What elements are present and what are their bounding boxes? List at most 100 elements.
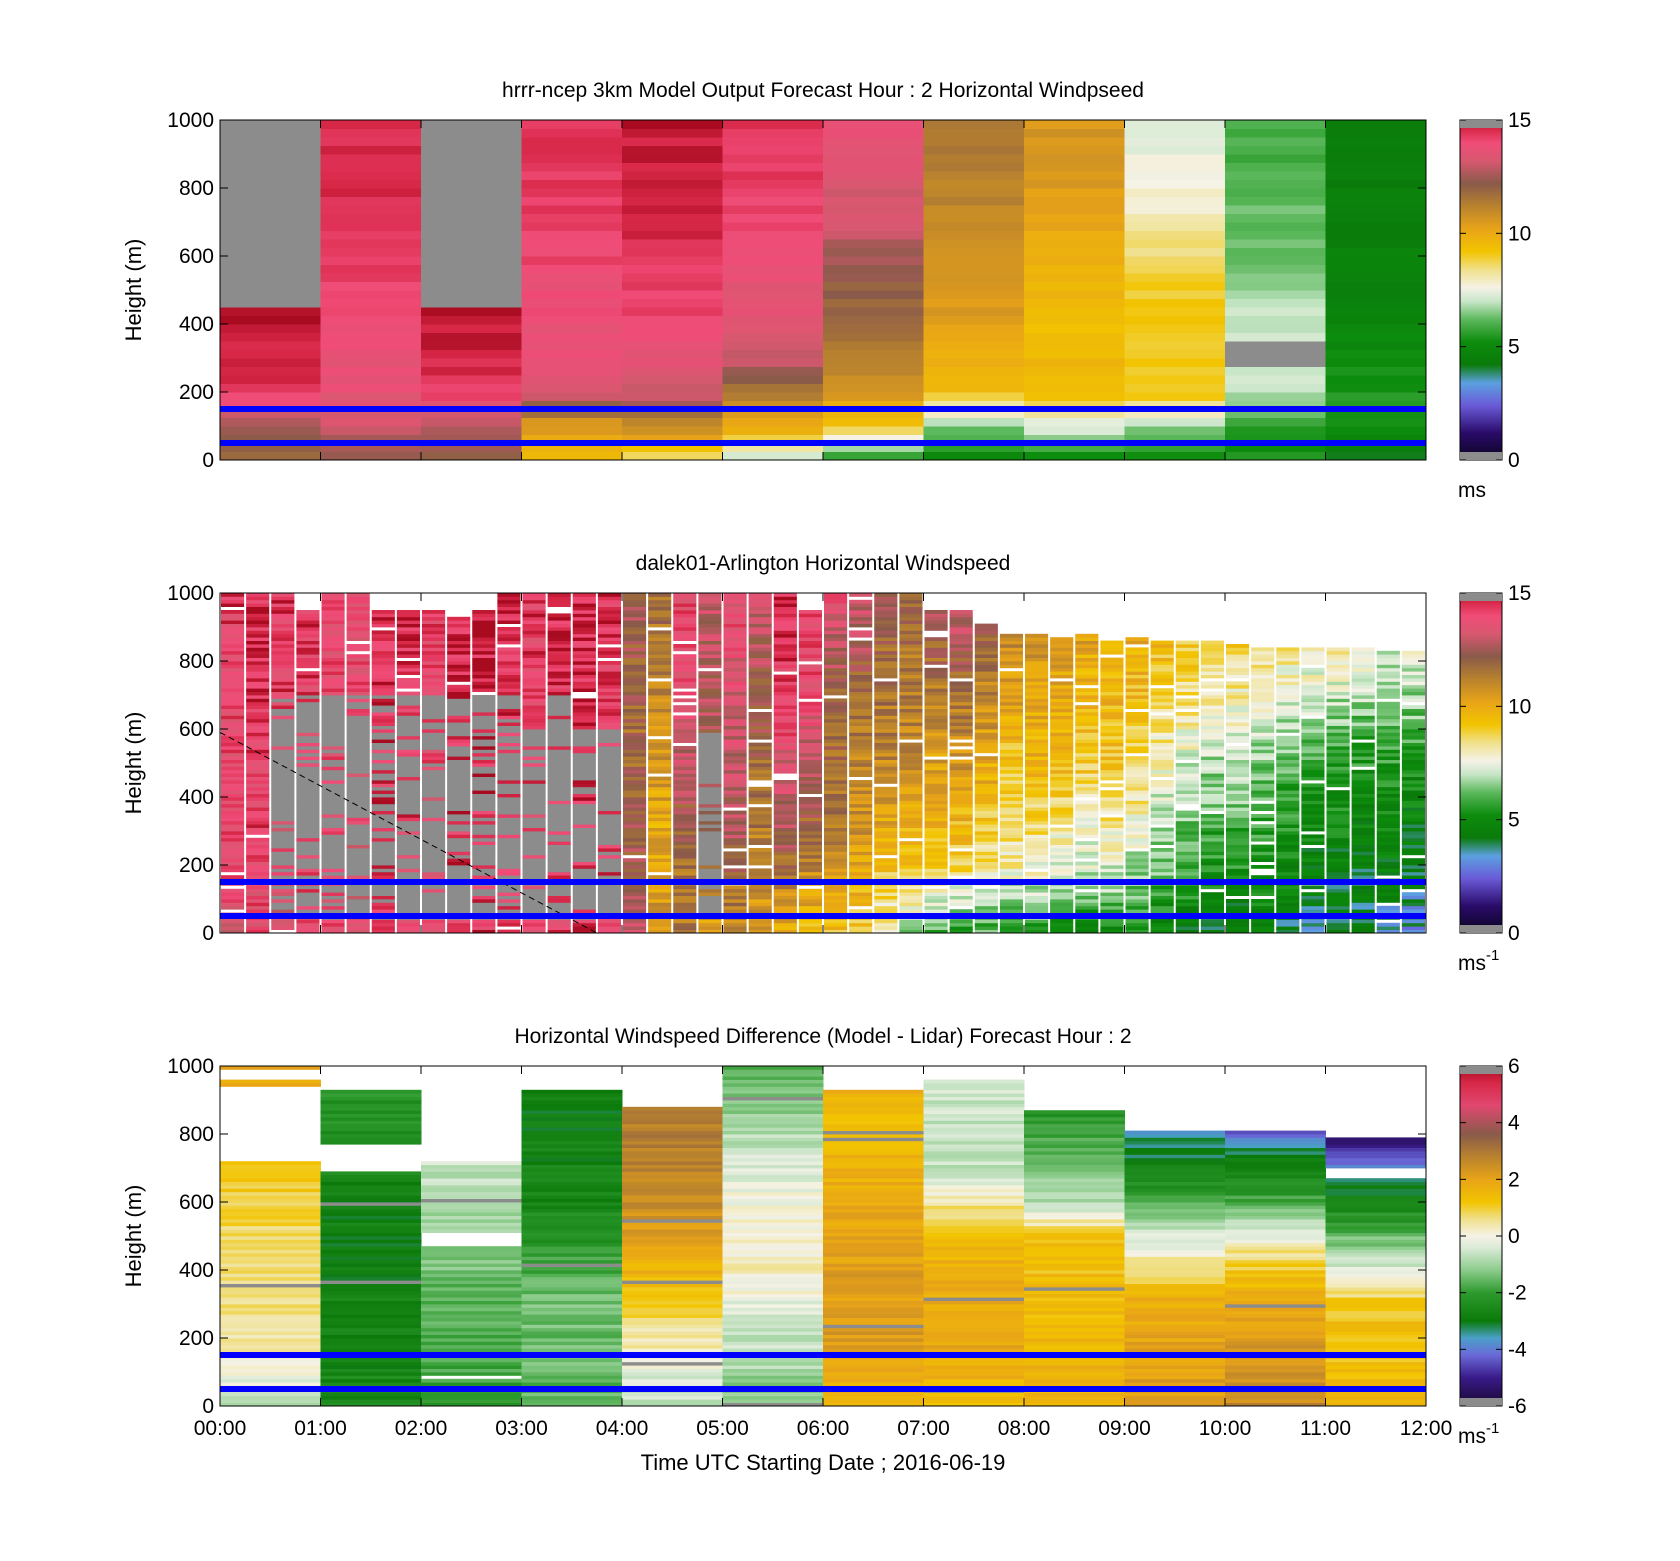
heatmap-cell xyxy=(698,616,722,621)
heatmap-cell xyxy=(623,851,647,856)
heatmap-cell xyxy=(346,793,370,798)
heatmap-cell xyxy=(1301,650,1325,655)
heatmap-cell xyxy=(1175,827,1199,832)
heatmap-cell xyxy=(547,929,571,933)
heatmap-cell xyxy=(447,831,471,835)
heatmap-cell xyxy=(1175,667,1199,672)
heatmap-cell xyxy=(271,729,295,733)
heatmap-cell xyxy=(1276,858,1300,862)
heatmap-cell xyxy=(999,678,1023,682)
heatmap-cell xyxy=(522,756,546,760)
heatmap-cell xyxy=(271,766,295,771)
heatmap-cell xyxy=(522,633,546,638)
heatmap-cell xyxy=(472,678,496,682)
heatmap-cell xyxy=(296,820,320,825)
heatmap-cell xyxy=(823,145,924,155)
heatmap-cell xyxy=(321,627,345,631)
heatmap-cell xyxy=(271,705,295,709)
colorbar-tick-label: 10 xyxy=(1508,222,1531,245)
heatmap-cell xyxy=(547,678,571,682)
heatmap-cell xyxy=(1150,807,1174,811)
heatmap-cell xyxy=(1326,769,1350,774)
heatmap-cell xyxy=(773,633,797,638)
heatmap-cell xyxy=(849,888,873,893)
heatmap-cell xyxy=(1301,851,1325,856)
heatmap-cell xyxy=(1351,803,1375,808)
heatmap-cell xyxy=(1175,718,1199,723)
heatmap-cell xyxy=(773,892,797,896)
heatmap-cell xyxy=(321,831,345,835)
heatmap-cell xyxy=(221,644,245,648)
heatmap-cell xyxy=(748,848,772,852)
heatmap-cell xyxy=(1050,892,1074,896)
heatmap-cell xyxy=(722,298,824,308)
heatmap-cell xyxy=(497,858,521,862)
heatmap-cell xyxy=(1226,858,1250,862)
heatmap-cell xyxy=(521,145,623,155)
heatmap-cell xyxy=(1351,922,1375,927)
heatmap-cell xyxy=(924,715,948,720)
heatmap-cell xyxy=(346,613,370,618)
heatmap-cell xyxy=(722,443,824,452)
heatmap-cell xyxy=(1024,239,1125,248)
heatmap-cell xyxy=(949,844,973,849)
heatmap-cell xyxy=(321,834,345,839)
heatmap-cell xyxy=(874,797,898,801)
heatmap-cell xyxy=(447,674,471,679)
heatmap-cell xyxy=(1226,834,1250,839)
heatmap-cell xyxy=(1276,888,1300,893)
heatmap-cell xyxy=(1025,844,1049,849)
heatmap-cell xyxy=(497,674,521,679)
heatmap-cell xyxy=(522,599,546,604)
heatmap-cell xyxy=(572,810,596,815)
heatmap-cell xyxy=(773,616,797,621)
heatmap-cell xyxy=(346,831,370,835)
heatmap-cell xyxy=(321,698,345,703)
heatmap-cell xyxy=(1301,841,1325,845)
heatmap-cell xyxy=(723,732,747,737)
heatmap-cell xyxy=(597,613,621,618)
heatmap-cell xyxy=(296,814,320,818)
heatmap-cell xyxy=(220,128,321,138)
heatmap-cell xyxy=(648,831,672,835)
heatmap-cell xyxy=(572,800,596,805)
heatmap-cell xyxy=(1251,783,1275,788)
heatmap-cell xyxy=(1251,759,1275,764)
heatmap-cell xyxy=(321,868,345,873)
heatmap-cell xyxy=(597,824,621,828)
heatmap-cell xyxy=(798,851,822,856)
heatmap-cell xyxy=(798,844,822,849)
heatmap-cell xyxy=(849,695,873,699)
heatmap-cell xyxy=(246,922,270,927)
heatmap-cell xyxy=(924,722,948,726)
heatmap-cell xyxy=(623,698,647,703)
heatmap-cell xyxy=(798,637,822,641)
heatmap-cell xyxy=(1401,664,1425,669)
heatmap-cell xyxy=(220,298,321,308)
heatmap-cell xyxy=(798,620,822,624)
heatmap-cell xyxy=(321,661,345,665)
heatmap-cell xyxy=(221,742,245,747)
heatmap-cell xyxy=(296,722,320,726)
heatmap-cell xyxy=(396,871,420,876)
heatmap-cell xyxy=(321,681,345,686)
heatmap-cell xyxy=(1125,875,1149,879)
heatmap-cell xyxy=(422,674,446,679)
heatmap-cell xyxy=(748,661,772,665)
heatmap-cell xyxy=(320,434,422,444)
heatmap-cell xyxy=(522,797,546,801)
heatmap-cell xyxy=(999,848,1023,852)
heatmap-cell xyxy=(824,902,848,907)
heatmap-cell xyxy=(648,664,672,669)
heatmap-cell xyxy=(572,817,596,822)
heatmap-cell xyxy=(246,701,270,706)
heatmap-cell xyxy=(320,247,422,257)
heatmap-cell xyxy=(1050,854,1074,859)
heatmap-cell xyxy=(220,409,321,418)
heatmap-cell xyxy=(271,871,295,876)
heatmap-cell xyxy=(1025,718,1049,723)
heatmap-cell xyxy=(673,610,697,614)
heatmap-cell xyxy=(899,610,923,614)
heatmap-cell xyxy=(572,858,596,862)
heatmap-cell xyxy=(723,919,747,924)
